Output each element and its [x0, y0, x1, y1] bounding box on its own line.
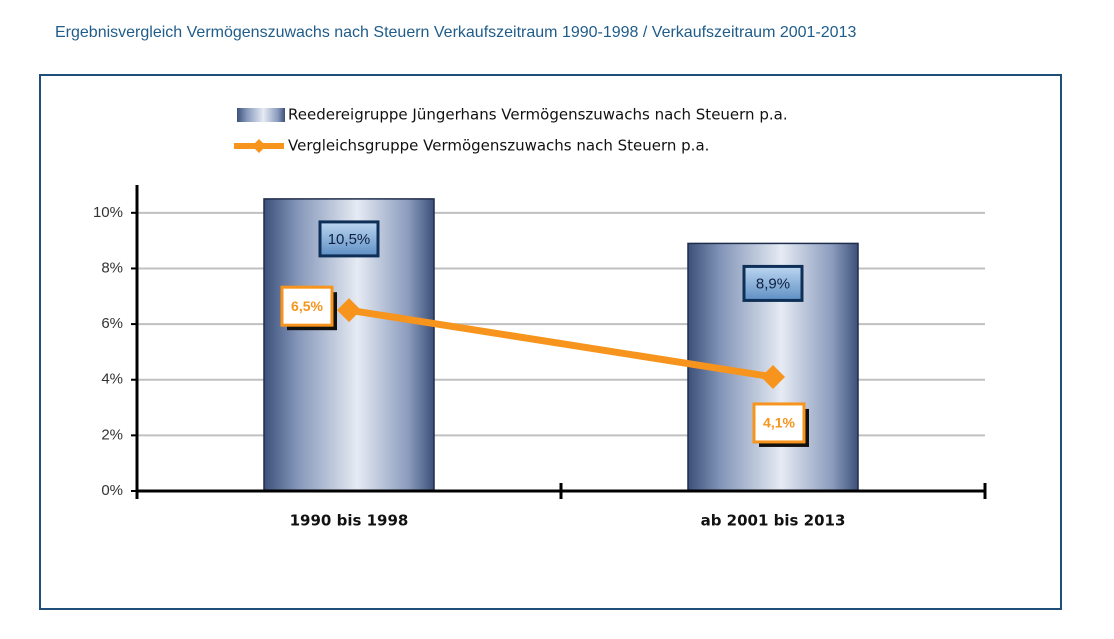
- chart-title: Ergebnisvergleich Vermögenszuwachs nach …: [55, 24, 856, 41]
- y-tick-label: 8%: [101, 259, 123, 276]
- value-label: 10,5%: [328, 231, 371, 248]
- value-label-box: [280, 285, 334, 327]
- frame: [39, 74, 1062, 610]
- x-tick-label: 1990 bis 1998: [290, 512, 409, 530]
- legend-label: Vergleichsgruppe Vermögenszuwachs nach S…: [288, 137, 709, 155]
- line: [348, 306, 774, 381]
- y-tick-label: 10%: [93, 204, 123, 221]
- value-label-box: [742, 264, 804, 302]
- marker: [337, 298, 361, 323]
- y-tick-label: 2%: [101, 426, 123, 443]
- value-label: 4,1%: [763, 415, 795, 431]
- legend-label: Reedereigruppe Jüngerhans Vermögenszuwac…: [288, 106, 788, 124]
- y-tick-label: 6%: [101, 315, 123, 332]
- value-label: 6,5%: [291, 298, 323, 314]
- value-label-box: [752, 402, 806, 444]
- value-label-box: [318, 220, 380, 258]
- legend-marker: [252, 139, 266, 153]
- value-label: 8,9%: [756, 275, 790, 292]
- x-tick-label: ab 2001 bis 2013: [701, 512, 846, 530]
- legend-swatch: [237, 108, 285, 122]
- y-tick-label: 4%: [101, 371, 123, 388]
- y-tick-label: 0%: [101, 482, 123, 499]
- marker: [761, 364, 785, 389]
